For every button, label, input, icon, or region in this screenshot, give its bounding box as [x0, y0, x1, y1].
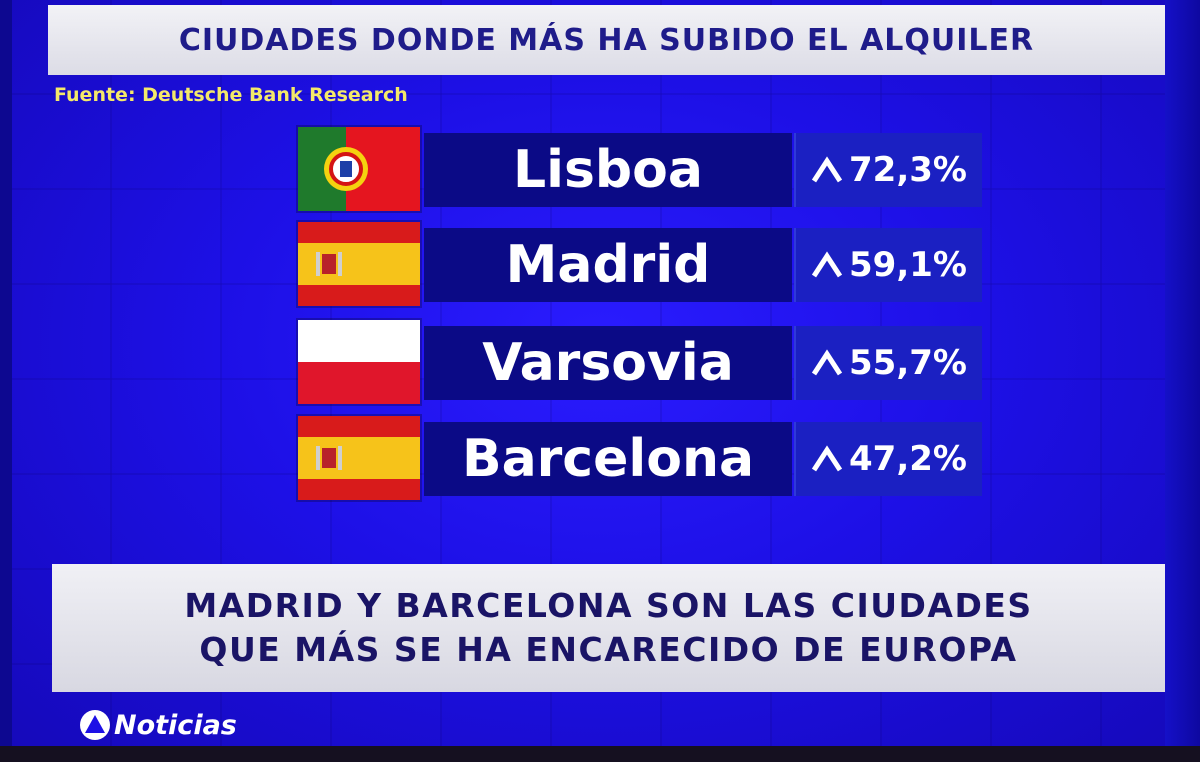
city-row: Madrid 59,1%	[298, 222, 982, 308]
change-box: 72,3%	[794, 133, 982, 207]
headline-banner: MADRID Y BARCELONA SON LAS CIUDADES QUE …	[52, 564, 1165, 692]
spain-flag	[298, 222, 420, 306]
city-name: Barcelona	[461, 429, 755, 489]
change-value: 47,2%	[849, 439, 967, 479]
screen-edge-left	[0, 0, 12, 762]
logo-text: Noticias	[114, 709, 237, 741]
change-value: 55,7%	[849, 343, 967, 383]
city-name-box: Barcelona	[424, 422, 792, 496]
city-name: Varsovia	[482, 333, 734, 393]
change-box: 55,7%	[794, 326, 982, 400]
up-arrow-icon	[811, 156, 843, 183]
city-name-box: Madrid	[424, 228, 792, 302]
up-arrow-icon	[811, 251, 843, 278]
portugal-flag	[298, 127, 420, 211]
change-value: 72,3%	[849, 150, 967, 190]
source-label: Fuente: Deutsche Bank Research	[54, 84, 408, 106]
city-row: Barcelona 47,2%	[298, 416, 982, 502]
change-box: 59,1%	[794, 228, 982, 302]
headline-line-1: MADRID Y BARCELONA SON LAS CIUDADES	[184, 586, 1033, 625]
antena3-logo-icon	[80, 710, 110, 740]
screen-edge-right	[1165, 0, 1200, 762]
city-name: Madrid	[505, 235, 711, 295]
poland-flag	[298, 320, 420, 404]
city-name: Lisboa	[513, 140, 703, 200]
headline-line-2: QUE MÁS SE HA ENCARECIDO DE EUROPA	[199, 630, 1018, 669]
spain-flag	[298, 416, 420, 500]
city-row: Lisboa 72,3%	[298, 127, 982, 213]
change-box: 47,2%	[794, 422, 982, 496]
change-value: 59,1%	[849, 245, 967, 285]
city-row: Varsovia 55,7%	[298, 320, 982, 406]
title-banner: CIUDADES DONDE MÁS HA SUBIDO EL ALQUILER	[48, 5, 1165, 75]
up-arrow-icon	[811, 445, 843, 472]
city-name-box: Varsovia	[424, 326, 792, 400]
city-name-box: Lisboa	[424, 133, 792, 207]
screen-edge-bottom	[0, 746, 1200, 762]
page-title: CIUDADES DONDE MÁS HA SUBIDO EL ALQUILER	[178, 22, 1035, 58]
up-arrow-icon	[811, 349, 843, 376]
channel-logo: Noticias	[78, 708, 237, 742]
